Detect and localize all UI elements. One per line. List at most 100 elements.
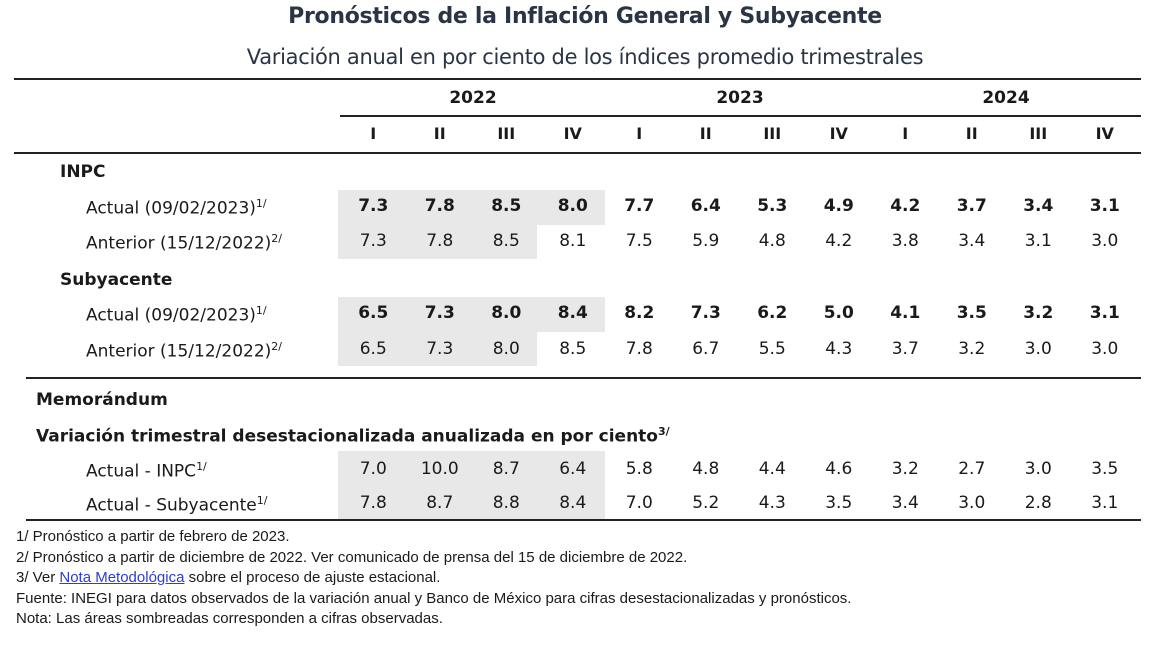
table-cell: 3.1 [1089,303,1120,323]
page-title: Pronósticos de la Inflación General y Su… [288,4,882,29]
footnote-ref: 3/ [658,425,670,438]
table-row: 7.3 7.8 8.5 8.1 7.5 5.9 4.8 4.2 3.8 3.4 … [340,231,1140,257]
footnote-ref: 1/ [255,197,267,210]
footnote-1: 1/ Pronóstico a partir de febrero de 202… [16,528,290,545]
year-2023: 2023 [716,88,764,108]
footnote-2: 2/ Pronóstico a partir de diciembre de 2… [16,548,688,566]
table-cell: 3.1 [1024,231,1052,251]
quarter-label: III [497,124,516,143]
table-cell: 8.5 [559,339,587,359]
row-label: Actual - Subyacente1/ [86,494,267,516]
footnote-3: 3/ Ver Nota Metodológica sobre el proces… [16,568,851,589]
table-cell: 3.1 [1091,493,1119,513]
table-cell: 8.4 [557,303,588,323]
memo-subtitle: Variación trimestral desestacionalizada … [36,425,670,447]
nota-metodologica-link[interactable]: Nota Metodológica [59,569,185,586]
table-cell: 8.8 [492,493,520,513]
table-cell: 3.0 [1091,339,1119,359]
table-row: 7.0 10.0 8.7 6.4 5.8 4.8 4.4 4.6 3.2 2.7… [340,459,1140,485]
table-cell: 3.0 [1024,459,1052,479]
row-label-text: Actual - Subyacente [86,495,257,516]
observed-shade [338,332,537,366]
quarter-label: II [699,124,712,143]
section-label-subyacente: Subyacente [60,270,173,290]
footnote-3-suffix: sobre el proceso de ajuste estacional. [184,569,441,586]
table-cell: 3.2 [891,459,919,479]
table-cell: 4.8 [692,459,720,479]
table-cell: 7.8 [625,339,653,359]
table-cell: 6.4 [559,459,587,479]
table-cell: 3.0 [1091,231,1119,251]
table-cell: 5.5 [758,339,786,359]
table-cell: 8.1 [559,231,587,251]
table-cell: 2.7 [958,459,986,479]
table-cell: 4.8 [758,231,786,251]
table-cell: 3.4 [958,231,986,251]
footnote-ref: 2/ [271,340,283,353]
top-rule [14,78,1141,80]
quarter-label: II [965,124,978,143]
table-cell: 7.0 [625,493,653,513]
table-cell: 4.1 [890,303,921,323]
table-cell: 6.7 [692,339,720,359]
table-cell: 7.7 [624,196,655,216]
table-cell: 7.3 [359,231,387,251]
footnote-ref: 1/ [256,494,268,507]
table-cell: 8.7 [492,459,520,479]
table-cell: 7.8 [359,493,387,513]
table-cell: 3.5 [825,493,853,513]
table-cell: 7.3 [690,303,721,323]
quarter-label: III [763,124,782,143]
year-rule [340,115,1141,117]
observed-shade [338,451,605,519]
table-cell: 8.0 [557,196,588,216]
table-cell: 7.3 [424,303,455,323]
table-cell: 4.3 [825,339,853,359]
table-cell: 3.8 [891,231,919,251]
section-divider-rule [26,377,1141,379]
source-note: Fuente: INEGI para datos observados de l… [16,589,852,607]
row-label: Anterior (15/12/2022)2/ [86,232,282,254]
quarter-label: IV [1095,124,1114,143]
table-cell: 2.8 [1024,493,1052,513]
table-cell: 4.2 [890,196,921,216]
table-cell: 7.3 [358,196,389,216]
quarter-label: II [433,124,446,143]
memo-title: Memorándum [36,390,168,410]
table-cell: 3.4 [891,493,919,513]
quarter-label: IV [563,124,582,143]
table-cell: 6.2 [757,303,788,323]
table-cell: 3.5 [1091,459,1119,479]
table-cell: 3.5 [956,303,987,323]
table-cell: 5.2 [692,493,720,513]
table-cell: 3.2 [958,339,986,359]
table-cell: 3.4 [1023,196,1054,216]
year-2024: 2024 [982,88,1030,108]
table-cell: 3.2 [1023,303,1054,323]
shading-note: Nota: Las áreas sombreadas corresponden … [16,610,443,627]
table-cell: 10.0 [420,459,459,479]
footnote-ref: 1/ [196,460,207,473]
table-cell: 8.5 [492,231,520,251]
table-cell: 7.0 [359,459,387,479]
page-subtitle: Variación anual en por ciento de los índ… [246,45,924,69]
quarter-label: III [1029,124,1048,143]
footnote-3-prefix: 3/ Ver [16,569,60,586]
row-label-text: Anterior (15/12/2022) [86,233,272,254]
table-cell: 5.0 [823,303,854,323]
table-cell: 8.5 [491,196,522,216]
table-cell: 5.3 [757,196,788,216]
table-cell: 7.3 [426,339,454,359]
table-cell: 4.4 [758,459,786,479]
row-label-text: Actual (09/02/2023) [86,305,256,326]
table-cell: 8.4 [559,493,587,513]
table-cell: 4.3 [758,493,786,513]
table-cell: 4.6 [825,459,853,479]
table-row: 7.8 8.7 8.8 8.4 7.0 5.2 4.3 3.5 3.4 3.0 … [340,493,1140,519]
table-cell: 8.0 [492,339,520,359]
table-row: 6.5 7.3 8.0 8.4 8.2 7.3 6.2 5.0 4.1 3.5 … [340,303,1140,329]
observed-shade [338,225,537,259]
year-header: 2022 2023 2024 [340,88,1140,112]
table-cell: 6.5 [358,303,389,323]
table-row: 6.5 7.3 8.0 8.5 7.8 6.7 5.5 4.3 3.7 3.2 … [340,339,1140,365]
